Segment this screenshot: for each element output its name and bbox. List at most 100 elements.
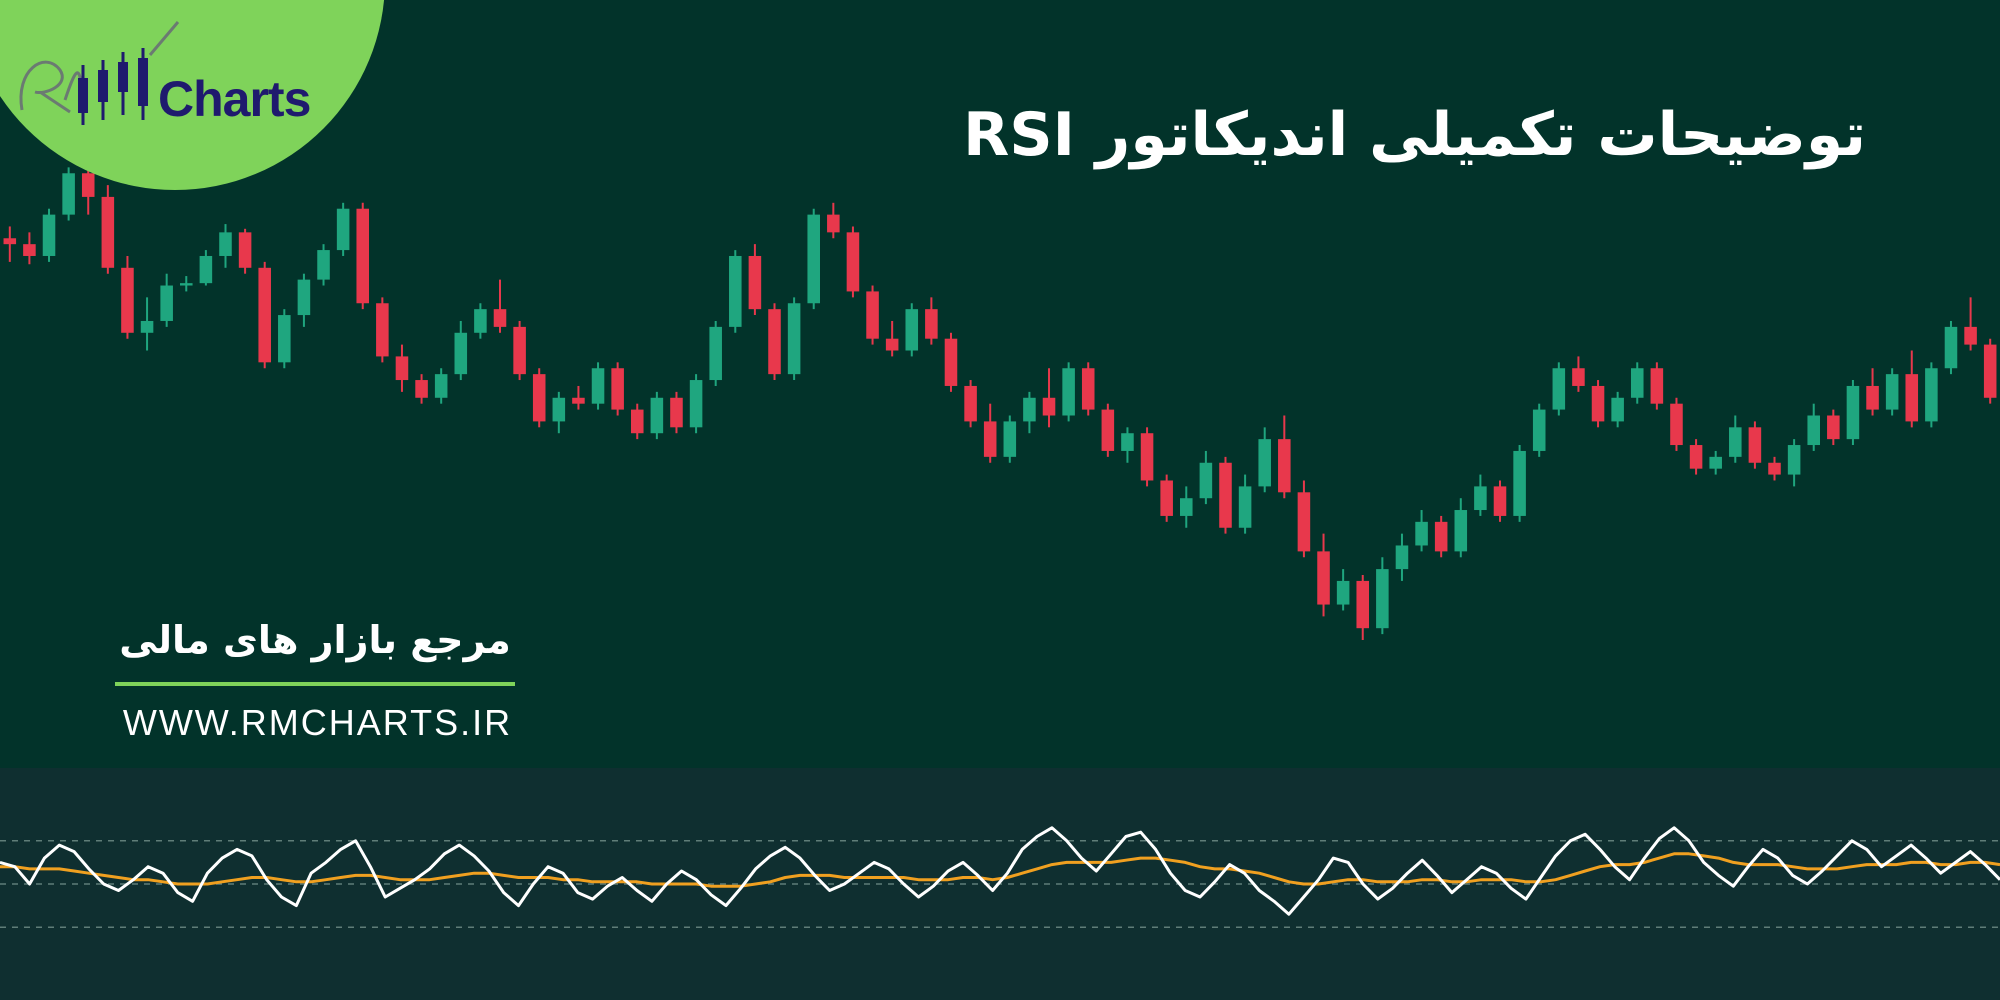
candle xyxy=(1003,415,1017,463)
candle xyxy=(1650,362,1664,410)
candle-body xyxy=(160,285,173,321)
candle xyxy=(1729,415,1742,463)
candle xyxy=(1376,557,1389,635)
candle-body xyxy=(1474,486,1487,511)
candle xyxy=(807,208,820,310)
candle xyxy=(474,303,487,339)
candle-body xyxy=(3,238,17,245)
candle-body xyxy=(1650,368,1664,404)
candle-body xyxy=(846,232,860,292)
candle-body xyxy=(1925,368,1938,422)
candle-body xyxy=(1415,521,1428,546)
candle-body xyxy=(513,326,526,375)
candle-body xyxy=(1552,368,1566,410)
candle-body xyxy=(1611,397,1624,422)
candle xyxy=(1062,362,1075,422)
candle-body xyxy=(748,255,762,310)
candle xyxy=(1140,427,1154,487)
candle-body xyxy=(1885,374,1899,410)
candle xyxy=(1474,474,1487,516)
candle-body xyxy=(180,283,193,286)
candle-body xyxy=(1787,445,1801,475)
candle xyxy=(532,368,546,428)
candle xyxy=(1591,380,1605,428)
candle-body xyxy=(1572,368,1585,386)
candle-body xyxy=(1062,368,1075,416)
price-chart xyxy=(3,165,1997,640)
candle-body xyxy=(1768,462,1781,475)
candle xyxy=(1219,456,1232,534)
candle xyxy=(258,261,271,369)
candle xyxy=(944,332,958,392)
candle xyxy=(1395,533,1409,581)
candle-body xyxy=(42,214,56,256)
candle xyxy=(1160,474,1173,522)
candle xyxy=(1434,515,1448,558)
candle xyxy=(454,320,468,381)
candle xyxy=(1532,403,1546,457)
candle-body xyxy=(591,368,605,404)
candle xyxy=(787,297,801,381)
candle xyxy=(1925,362,1938,428)
candle xyxy=(1356,575,1370,640)
candle-body xyxy=(219,232,232,256)
candle xyxy=(1297,480,1311,558)
candle xyxy=(1689,439,1703,475)
candle-body xyxy=(905,309,919,351)
candle-body xyxy=(1964,326,1977,345)
candle xyxy=(1905,350,1919,428)
candle xyxy=(885,320,899,357)
candle-body xyxy=(1336,580,1350,605)
candle-body xyxy=(1042,397,1056,416)
candle xyxy=(1768,456,1781,481)
candle xyxy=(1748,421,1762,469)
candle xyxy=(356,202,370,310)
candle-body xyxy=(1670,403,1683,446)
candle-body xyxy=(572,397,585,404)
candle xyxy=(1787,439,1801,487)
candle xyxy=(1493,480,1507,522)
candle-body xyxy=(709,326,722,381)
candle-body xyxy=(199,255,213,284)
candle xyxy=(591,362,605,410)
candle xyxy=(1611,391,1624,428)
candle-body xyxy=(670,397,683,428)
candle xyxy=(3,226,17,262)
candle xyxy=(1846,380,1860,446)
candle xyxy=(1101,403,1115,457)
candle-body xyxy=(1395,545,1409,570)
candle-body xyxy=(1846,385,1860,440)
candle-body xyxy=(650,397,664,434)
candle-body xyxy=(807,214,820,304)
candle xyxy=(1238,474,1252,534)
candle xyxy=(650,391,664,440)
candle-body xyxy=(1003,421,1017,457)
candle-body xyxy=(1081,368,1095,410)
candle-body xyxy=(1317,551,1330,605)
candle xyxy=(1964,297,1977,351)
logo-badge xyxy=(0,0,384,190)
candle xyxy=(1866,368,1879,416)
candle-body xyxy=(1454,510,1468,552)
candle xyxy=(1454,498,1468,558)
candle xyxy=(1630,362,1644,404)
candle-body xyxy=(454,332,468,375)
candle xyxy=(434,368,448,404)
candle xyxy=(905,303,919,357)
candle xyxy=(376,297,389,363)
candle xyxy=(1983,338,1997,404)
candle-body xyxy=(611,368,624,410)
candle xyxy=(1180,486,1193,528)
candle-body xyxy=(1121,433,1134,451)
rsi-moving-average-line xyxy=(0,852,2000,888)
candle xyxy=(42,208,56,262)
candle xyxy=(689,374,703,434)
candle xyxy=(336,202,350,256)
candle-body xyxy=(1278,439,1291,493)
candle xyxy=(180,276,193,292)
candle xyxy=(1415,510,1428,552)
candle xyxy=(415,374,428,404)
website-link[interactable]: WWW.RMCHARTS.IR xyxy=(122,702,513,743)
candle xyxy=(866,285,879,345)
